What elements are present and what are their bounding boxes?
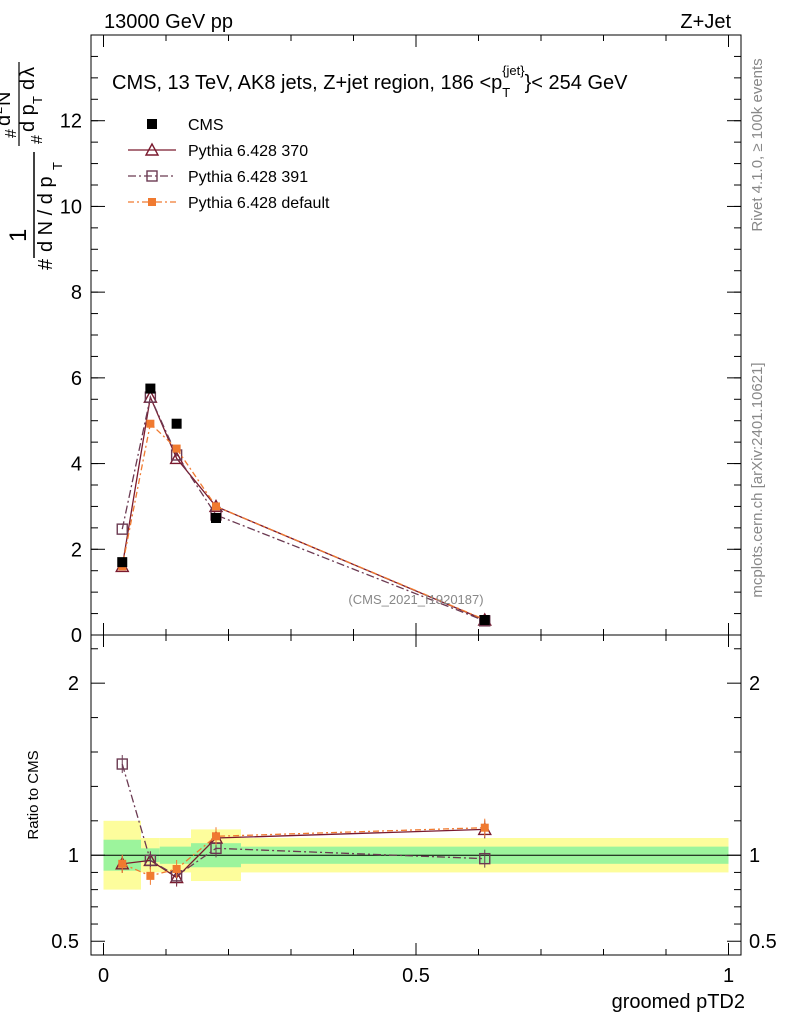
svg-text:#: # bbox=[29, 135, 46, 144]
ratio-tick-label-right: 2 bbox=[749, 673, 760, 695]
series-point bbox=[116, 523, 128, 535]
series-point bbox=[169, 450, 184, 465]
svg-text:1: 1 bbox=[5, 229, 32, 242]
cms-point bbox=[479, 615, 490, 625]
svg-text:λ: λ bbox=[17, 67, 39, 77]
svg-text:T: T bbox=[50, 162, 65, 170]
svg-text:d p: d p bbox=[17, 104, 39, 132]
y-tick-label: 6 bbox=[71, 368, 82, 390]
series-line bbox=[121, 395, 485, 622]
legend-marker bbox=[148, 198, 156, 206]
ratio-tick-label: 0.5 bbox=[51, 931, 79, 953]
y-tick-label: 2 bbox=[71, 539, 82, 561]
y-tick-label: 0 bbox=[71, 625, 82, 647]
x-tick-label: 0.5 bbox=[402, 965, 430, 987]
ratio-point bbox=[479, 852, 491, 865]
legend: CMS Pythia 6.428 370 Pythia 6.428 391 Pythi… bbox=[128, 117, 330, 212]
title-end: }< 254 GeV bbox=[525, 72, 629, 94]
y-tick-label: 4 bbox=[71, 454, 82, 476]
ratio-point bbox=[212, 832, 220, 841]
mcplots-label: mcplots.cern.ch [arXiv:2401.10621] bbox=[749, 362, 766, 597]
y-tick-label: 8 bbox=[71, 282, 82, 304]
series-point bbox=[146, 419, 155, 428]
svg-text:d: d bbox=[0, 115, 15, 126]
cms-point bbox=[117, 557, 128, 568]
main-ylabel: # d N / d p T 1 # d p T d λ # d 2 N bbox=[0, 62, 65, 270]
header-left: 13000 GeV pp bbox=[104, 11, 233, 33]
x-axis-label: groomed pTD2 bbox=[612, 991, 745, 1013]
y-tick-label: 10 bbox=[60, 196, 82, 218]
svg-text:d: d bbox=[17, 79, 39, 90]
cms-point bbox=[171, 418, 182, 429]
ratio-plot-frame bbox=[90, 634, 742, 956]
ratio-tick-label: 2 bbox=[68, 673, 79, 695]
x-tick-label: 1 bbox=[723, 965, 734, 987]
ratio-ylabel: Ratio to CMS bbox=[25, 750, 42, 839]
rivet-label: Rivet 4.1.0, ≥ 100k events bbox=[749, 58, 766, 231]
chart-title: CMS, 13 TeV, AK8 jets, Z+jet region, 186… bbox=[112, 63, 628, 100]
series-point bbox=[212, 502, 220, 511]
svg-text:d N / d p: d N / d p bbox=[35, 176, 57, 252]
ratio-point bbox=[118, 859, 127, 868]
ratio-point bbox=[116, 758, 128, 770]
ratio-point bbox=[172, 864, 181, 873]
ratio-tick-label-right: 0.5 bbox=[749, 931, 777, 953]
ratio-point bbox=[480, 823, 489, 832]
svg-text:#: # bbox=[35, 258, 57, 270]
analysis-watermark: (CMS_2021_I1920187) bbox=[348, 592, 483, 607]
ratio-point bbox=[144, 854, 157, 867]
legend-marker bbox=[146, 170, 158, 182]
legend-label: CMS bbox=[188, 117, 224, 134]
cms-point bbox=[145, 383, 156, 394]
svg-text:2: 2 bbox=[0, 107, 5, 114]
title-sup: {jet} bbox=[502, 63, 525, 78]
cms-point bbox=[211, 513, 221, 523]
title-sub: T bbox=[502, 85, 510, 100]
ratio-tick-label-right: 1 bbox=[749, 845, 760, 867]
ratio-tick-label: 1 bbox=[68, 845, 79, 867]
series-line bbox=[121, 394, 486, 621]
series-point bbox=[172, 444, 181, 453]
ratio-point bbox=[146, 871, 155, 880]
x-tick-label: 0 bbox=[98, 965, 109, 987]
legend-label: Pythia 6.428 default bbox=[188, 195, 330, 212]
main-series bbox=[115, 383, 492, 627]
legend-label: Pythia 6.428 391 bbox=[188, 169, 308, 186]
svg-text:N: N bbox=[0, 92, 15, 106]
legend-marker bbox=[144, 142, 160, 156]
header-right: Z+Jet bbox=[680, 11, 731, 33]
legend-label: Pythia 6.428 370 bbox=[188, 143, 308, 160]
svg-text:#: # bbox=[3, 129, 20, 138]
svg-text:T: T bbox=[30, 96, 45, 104]
legend-marker bbox=[147, 119, 157, 129]
y-tick-label: 12 bbox=[60, 111, 82, 133]
ratio-series bbox=[115, 755, 492, 887]
